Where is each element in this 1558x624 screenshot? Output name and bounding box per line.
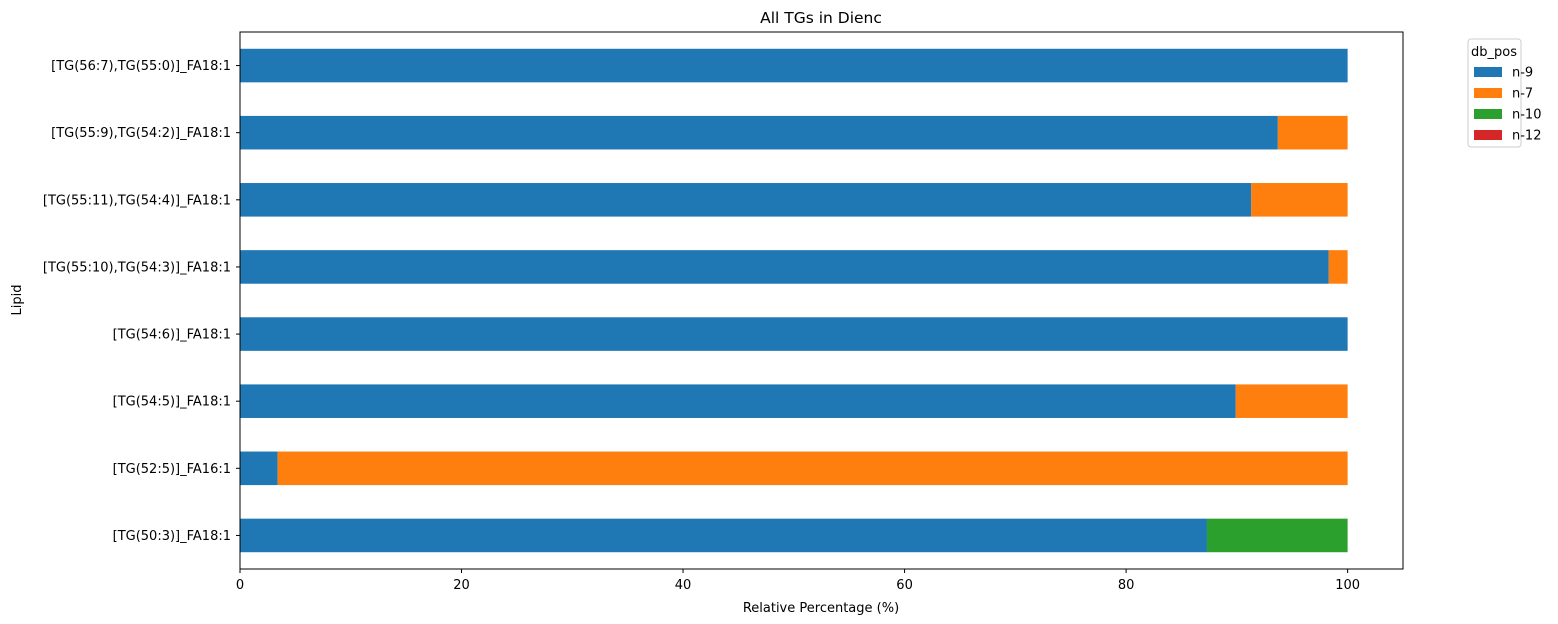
legend-title: db_pos [1471,45,1517,60]
bar-n-7-tg-52-5-fa16-1 [277,451,1348,486]
x-axis-title: Relative Percentage (%) [743,601,899,616]
plot-area-frame [239,31,1404,570]
chart-title: All TGs in Dienc [760,9,882,27]
legend-swatch-n-7 [1474,88,1502,98]
legend-label-n-9: n-9 [1512,66,1533,81]
bar-n-9-tg-52-5-fa16-1 [240,451,278,486]
bar-n-7-tg-54-5-fa18-1 [1235,384,1348,418]
y-tick-label: [TG(55:10),TG(54:3)]_FA18:1 [43,260,231,275]
bar-n-9-tg-54-6-fa18-1 [240,317,1348,351]
x-tick-label: 100 [1335,578,1360,593]
y-tick-label: [TG(55:11),TG(54:4)]_FA18:1 [43,193,231,208]
y-tick-label: [TG(55:9),TG(54:2)]_FA18:1 [51,126,231,141]
bar-n-9-tg-54-5-fa18-1 [240,384,1236,418]
legend-items: n-9 n-7 n-10 n-12 [1474,66,1541,144]
y-tick-label: [TG(50:3)]_FA18:1 [113,529,231,544]
legend-label-n-10: n-10 [1512,108,1541,123]
bar-n-9-tg-55-11-tg-54-4-fa18-1 [240,183,1252,217]
x-tick-label: 0 [236,578,244,593]
y-tick-label: [TG(54:6)]_FA18:1 [113,328,231,343]
legend-label-n-12: n-12 [1512,129,1541,144]
y-tick-label: [TG(54:5)]_FA18:1 [113,395,231,410]
bars-group [240,48,1348,553]
bar-n-10-tg-50-3-fa18-1 [1206,518,1348,553]
y-tick-label: [TG(52:5)]_FA16:1 [113,462,231,477]
x-tick-label: 60 [896,578,913,593]
legend-swatch-n-10 [1474,109,1502,119]
legend-swatch-n-9 [1474,67,1502,77]
legend-label-n-7: n-7 [1512,87,1533,102]
y-axis-title: Lipid [10,285,25,316]
x-tick-label: 40 [675,578,692,593]
legend-swatch-n-12 [1474,130,1502,140]
bar-n-9-tg-56-7-tg-55-0-fa18-1 [240,48,1348,83]
y-tick-label: [TG(56:7),TG(55:0)]_FA18:1 [51,59,231,74]
bar-n-9-tg-55-9-tg-54-2-fa18-1 [240,115,1278,150]
bar-n-9-tg-55-10-tg-54-3-fa18-1 [240,250,1329,284]
bar-n-9-tg-50-3-fa18-1 [240,518,1207,553]
bar-n-7-tg-55-11-tg-54-4-fa18-1 [1251,183,1348,217]
x-axis-ticks: 0 20 40 60 80 100 [236,569,1360,593]
x-tick-label: 20 [453,578,470,593]
bar-n-7-tg-55-9-tg-54-2-fa18-1 [1277,115,1348,150]
y-axis-ticks: [TG(56:7),TG(55:0)]_FA18:1 [TG(55:9),TG(5… [43,59,240,544]
bar-n-7-tg-55-10-tg-54-3-fa18-1 [1328,250,1348,284]
x-tick-label: 80 [1118,578,1135,593]
legend: db_pos n-9 n-7 n-10 n-12 [1467,38,1541,148]
